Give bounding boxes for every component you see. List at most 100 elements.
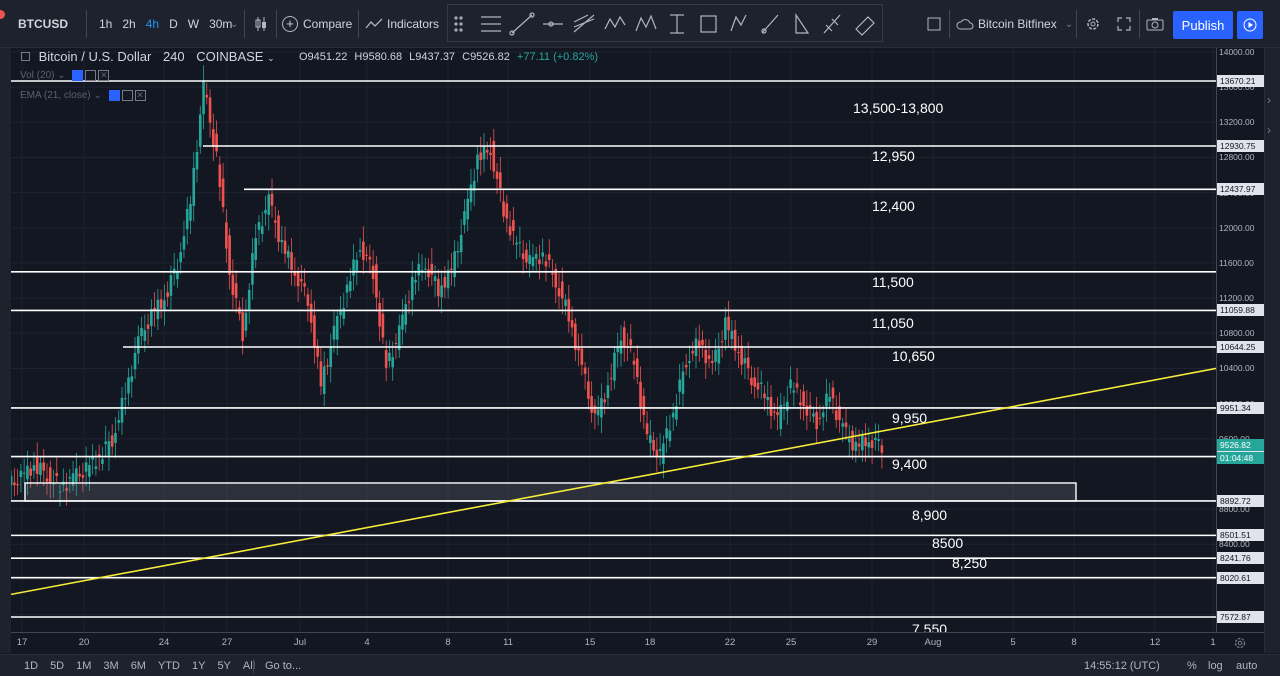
eye-icon[interactable]	[108, 90, 120, 101]
eye-icon[interactable]	[72, 70, 84, 81]
interval-W[interactable]: W	[187, 17, 200, 31]
candle-body	[596, 409, 600, 416]
gear-icon[interactable]	[121, 90, 133, 101]
percent-toggle[interactable]: %	[1187, 660, 1197, 672]
candle-body	[78, 473, 81, 477]
gear-icon[interactable]	[85, 70, 97, 81]
log-toggle[interactable]: log	[1208, 660, 1223, 672]
countdown-box: 01:04:48	[1217, 452, 1264, 465]
candle-body	[410, 276, 414, 301]
watchlist-arrow-icon[interactable]: ›	[1267, 123, 1271, 137]
indicators-button[interactable]: Indicators	[365, 0, 439, 48]
compare-label: Compare	[303, 17, 353, 31]
time-tick-label: 20	[78, 637, 90, 648]
candle-body	[499, 172, 502, 188]
time-axis[interactable]: 17 20 24 27 Jul 4 8 11 15 18 22 25 29 Aug 5 8 12 1	[11, 632, 1264, 654]
xabcd-pattern-icon[interactable]	[635, 14, 657, 32]
range-6m[interactable]: 6M	[130, 660, 146, 672]
candle-body	[39, 462, 42, 475]
price-tick-label: 12000.00	[1219, 222, 1255, 233]
brush-icon[interactable]	[761, 14, 779, 34]
candle-body	[688, 361, 691, 363]
text-tool-icon[interactable]	[670, 14, 684, 34]
level-label: 8,250	[952, 555, 988, 571]
path-tool-icon[interactable]	[730, 14, 747, 32]
gear-icon[interactable]	[1080, 10, 1106, 38]
abcd-pattern-icon[interactable]	[604, 15, 626, 30]
candle-body	[759, 382, 763, 384]
horizontal-lines-icon[interactable]	[481, 16, 501, 32]
candle-body	[525, 249, 528, 263]
range-ytd[interactable]: YTD	[157, 660, 180, 672]
drag-handle-icon[interactable]	[454, 16, 463, 32]
candle-body	[554, 268, 558, 288]
candle-body	[176, 270, 179, 280]
legend-dropdown-icon[interactable]: ⌄	[93, 90, 102, 102]
triangle-tool-icon[interactable]	[795, 13, 810, 34]
exchange-selector[interactable]: Bitcoin Bitfinex ⌄	[956, 0, 1073, 48]
goto-button[interactable]: Go to...	[265, 660, 302, 672]
interval-dropdown-icon[interactable]: ⌄	[230, 18, 239, 30]
horizontal-ray-icon[interactable]	[543, 21, 563, 27]
legend-dropdown-icon[interactable]: ⌄	[57, 70, 66, 82]
interval-1h[interactable]: 1h	[99, 17, 113, 31]
interval-30m[interactable]: 30m	[209, 17, 233, 31]
clock-time[interactable]: 14:55:12 (UTC)	[1084, 660, 1160, 672]
divider	[253, 659, 254, 673]
symbol-search[interactable]: BTCUSD	[18, 17, 68, 31]
watchlist-arrow-icon[interactable]: ›	[1267, 93, 1271, 107]
candle-body	[521, 253, 525, 259]
candle-body	[218, 164, 222, 187]
legend-open: O9451.22	[299, 51, 348, 63]
interval-2h[interactable]: 2h	[122, 17, 136, 31]
candle-body	[437, 278, 440, 297]
candle-body	[828, 396, 832, 402]
candle-body	[114, 433, 117, 443]
camera-icon[interactable]	[1142, 10, 1168, 38]
chart-canvas[interactable]	[11, 48, 1216, 632]
eraser-icon[interactable]	[855, 16, 875, 36]
range-3m[interactable]: 3M	[103, 660, 119, 672]
trendline-line[interactable]	[11, 367, 1216, 596]
pitchfork-icon[interactable]	[573, 14, 595, 33]
candle-body	[84, 462, 88, 472]
support-zone-rect[interactable]	[24, 482, 1077, 502]
trend-line-icon[interactable]	[509, 12, 535, 36]
trendline[interactable]	[11, 367, 1216, 596]
range-5y[interactable]: 5Y	[217, 660, 231, 672]
candle-body	[303, 283, 306, 287]
rectangle-tool-icon[interactable]	[700, 15, 717, 33]
right-sidebar: › ›	[1264, 48, 1280, 653]
candle-body	[215, 133, 218, 152]
candles-style-icon[interactable]	[248, 10, 274, 38]
price-tick-label: 13600.00	[1219, 82, 1255, 93]
replay-icon[interactable]	[1237, 11, 1263, 39]
close-icon[interactable]: ✕	[134, 90, 146, 101]
candle-body	[440, 285, 443, 298]
candle-body	[538, 259, 541, 265]
range-5d[interactable]: 5D	[50, 660, 65, 672]
candle-body	[609, 378, 613, 380]
interval-D[interactable]: D	[169, 17, 178, 31]
fullscreen-box-icon[interactable]	[921, 10, 947, 38]
expand-icon[interactable]	[1111, 10, 1137, 38]
compare-button[interactable]: + Compare	[282, 0, 352, 48]
candle-body	[880, 445, 884, 453]
publish-button[interactable]: Publish	[1173, 11, 1233, 39]
interval-4h[interactable]: 4h	[145, 17, 160, 31]
range-1d[interactable]: 1D	[24, 660, 39, 672]
price-axis[interactable]: 14000.0013600.0013200.0012800.0012400.00…	[1216, 47, 1264, 632]
price-level-box: 13670.21	[1217, 74, 1264, 87]
measure-icon[interactable]	[823, 14, 841, 34]
horizontal-levels[interactable]	[11, 80, 1216, 618]
candle-body	[825, 393, 828, 407]
price-chart[interactable]: 13,500-13,800 12,950 12,400 11,500 11,050 10,…	[11, 48, 1216, 632]
close-icon[interactable]: ✕	[98, 70, 110, 81]
axis-settings-icon[interactable]	[1233, 636, 1247, 655]
support-zone[interactable]	[24, 482, 1077, 502]
range-1y[interactable]: 1Y	[191, 660, 206, 672]
range-1m[interactable]: 1M	[76, 660, 92, 672]
legend-dropdown-icon[interactable]: ⌄	[267, 53, 275, 63]
range-all[interactable]: All	[242, 660, 256, 672]
auto-toggle[interactable]: auto	[1236, 660, 1258, 672]
